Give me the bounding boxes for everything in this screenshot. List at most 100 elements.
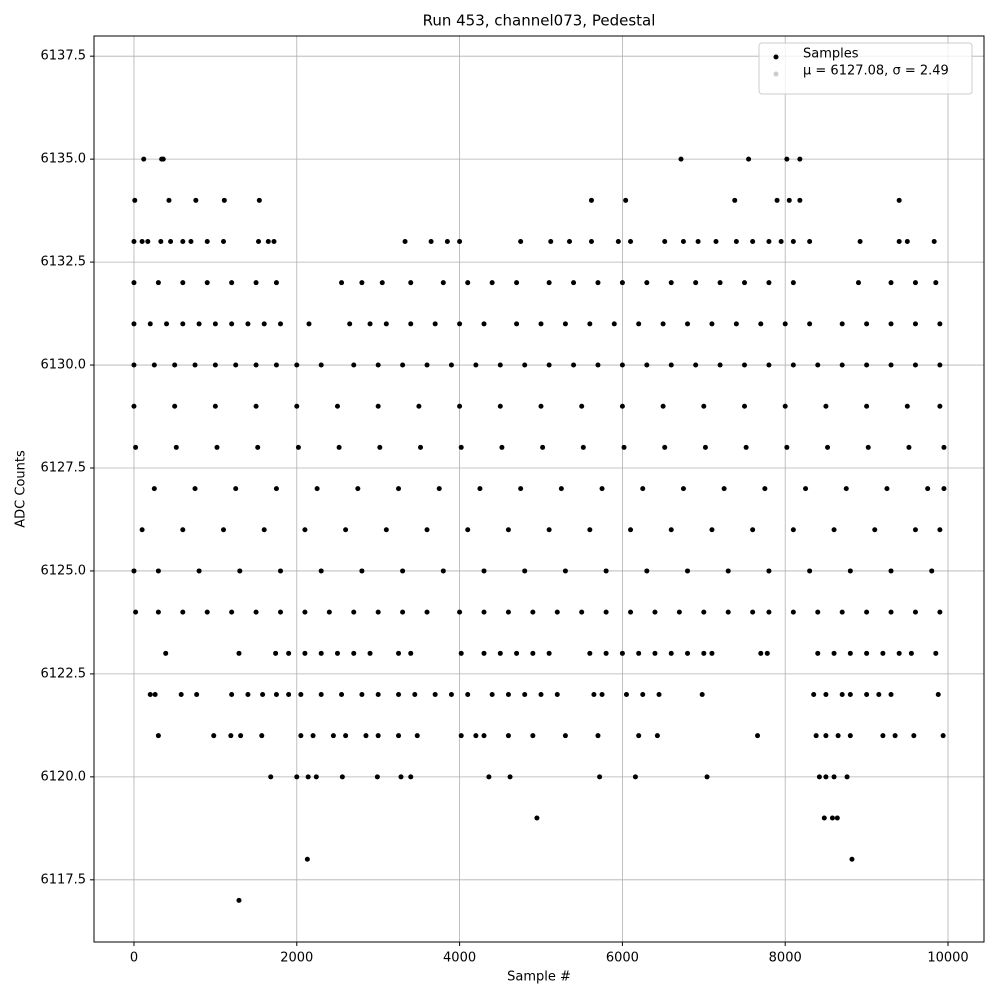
data-point bbox=[273, 486, 279, 492]
data-point bbox=[746, 156, 752, 162]
data-point bbox=[864, 403, 870, 409]
data-point bbox=[236, 650, 242, 656]
data-point bbox=[192, 362, 198, 368]
data-point bbox=[131, 321, 137, 327]
data-point bbox=[678, 156, 684, 162]
data-point bbox=[168, 238, 174, 244]
data-point bbox=[790, 362, 796, 368]
data-point bbox=[823, 733, 829, 739]
data-point bbox=[755, 733, 761, 739]
data-point bbox=[436, 486, 442, 492]
y-axis-label: ADC Counts bbox=[14, 450, 29, 528]
data-point bbox=[813, 733, 819, 739]
data-point bbox=[259, 733, 265, 739]
data-point bbox=[540, 444, 546, 450]
data-point bbox=[847, 650, 853, 656]
data-point bbox=[680, 238, 686, 244]
data-point bbox=[880, 650, 886, 656]
data-point bbox=[522, 691, 528, 697]
data-point bbox=[131, 280, 137, 286]
data-point bbox=[721, 486, 727, 492]
data-point bbox=[268, 774, 274, 780]
data-point bbox=[277, 609, 283, 615]
data-point bbox=[623, 691, 629, 697]
data-point bbox=[359, 691, 365, 697]
data-point bbox=[351, 362, 357, 368]
data-point bbox=[457, 403, 463, 409]
data-point bbox=[152, 691, 158, 697]
data-point bbox=[457, 238, 463, 244]
data-point bbox=[732, 197, 738, 203]
data-point bbox=[180, 280, 186, 286]
data-point bbox=[821, 815, 827, 821]
data-point bbox=[685, 321, 691, 327]
data-point bbox=[864, 609, 870, 615]
data-point bbox=[931, 238, 937, 244]
data-point bbox=[444, 238, 450, 244]
data-point bbox=[530, 650, 536, 656]
data-point bbox=[505, 691, 511, 697]
data-point bbox=[843, 486, 849, 492]
data-point bbox=[160, 156, 166, 162]
data-point bbox=[933, 280, 939, 286]
data-point bbox=[636, 733, 642, 739]
data-point bbox=[398, 774, 404, 780]
data-point bbox=[888, 280, 894, 286]
data-point bbox=[937, 527, 943, 533]
data-point bbox=[221, 197, 227, 203]
data-point bbox=[587, 650, 593, 656]
data-point bbox=[432, 321, 438, 327]
data-point bbox=[662, 444, 668, 450]
data-point bbox=[717, 362, 723, 368]
data-point bbox=[273, 650, 279, 656]
data-point bbox=[912, 609, 918, 615]
data-point bbox=[619, 280, 625, 286]
y-tick-label: 6127.5 bbox=[41, 460, 87, 475]
plot-frame bbox=[93, 35, 985, 943]
legend-box bbox=[758, 42, 973, 95]
data-point bbox=[831, 650, 837, 656]
data-point bbox=[702, 444, 708, 450]
data-point bbox=[339, 280, 345, 286]
data-point bbox=[656, 691, 662, 697]
data-point bbox=[180, 609, 186, 615]
data-point bbox=[615, 238, 621, 244]
data-point bbox=[326, 609, 332, 615]
data-point bbox=[522, 568, 528, 574]
data-point bbox=[619, 362, 625, 368]
data-point bbox=[294, 774, 300, 780]
x-tick-label: 10000 bbox=[927, 951, 968, 966]
data-point bbox=[211, 733, 217, 739]
data-point bbox=[644, 362, 650, 368]
data-point bbox=[196, 568, 202, 574]
data-point bbox=[908, 650, 914, 656]
data-point bbox=[313, 774, 319, 780]
data-point bbox=[458, 650, 464, 656]
data-point bbox=[339, 691, 345, 697]
data-point bbox=[668, 362, 674, 368]
data-point bbox=[294, 362, 300, 368]
data-point bbox=[147, 321, 153, 327]
data-point bbox=[815, 650, 821, 656]
data-point bbox=[383, 527, 389, 533]
data-point bbox=[762, 486, 768, 492]
data-point bbox=[546, 650, 552, 656]
data-point bbox=[481, 321, 487, 327]
data-point bbox=[163, 650, 169, 656]
data-point bbox=[440, 280, 446, 286]
data-point bbox=[623, 197, 629, 203]
data-point bbox=[172, 403, 178, 409]
data-point bbox=[778, 238, 784, 244]
data-point bbox=[680, 486, 686, 492]
data-point bbox=[151, 486, 157, 492]
data-point bbox=[937, 362, 943, 368]
data-point bbox=[396, 650, 402, 656]
legend-label: Samples bbox=[803, 47, 859, 62]
data-point bbox=[530, 609, 536, 615]
data-point bbox=[546, 362, 552, 368]
data-point bbox=[253, 609, 259, 615]
data-point bbox=[872, 527, 878, 533]
x-tick-label: 2000 bbox=[280, 951, 313, 966]
data-point bbox=[941, 444, 947, 450]
data-point bbox=[253, 362, 259, 368]
